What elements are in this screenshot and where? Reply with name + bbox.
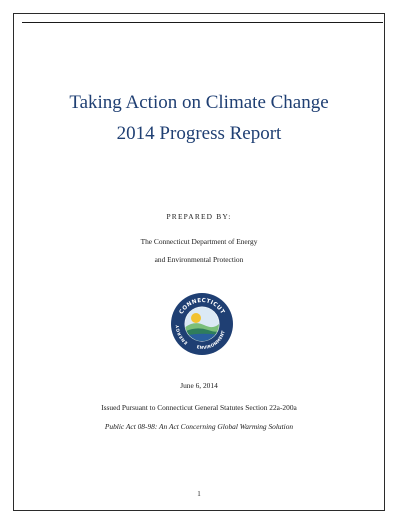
page-border [13,13,385,511]
page-number: 1 [197,490,201,498]
report-date: June 6, 2014 [180,381,218,390]
report-title: Taking Action on Climate Change [69,92,329,113]
prepared-by-label: PREPARED BY: [166,212,232,221]
report-subtitle: 2014 Progress Report [116,123,282,144]
department-line-2: and Environmental Protection [154,255,244,264]
deep-seal-logo: CONNECTICUT ENERGY ENVIRONMENT [170,292,234,356]
header-rule [22,22,383,23]
issued-statement: Issued Pursuant to Connecticut General S… [101,403,297,412]
seal-sun [191,313,201,323]
public-act-statement: Public Act 08-98: An Act Concerning Glob… [104,422,294,431]
seal-icon: CONNECTICUT ENERGY ENVIRONMENT [171,293,233,355]
department-line-1: The Connecticut Department of Energy [140,237,258,246]
